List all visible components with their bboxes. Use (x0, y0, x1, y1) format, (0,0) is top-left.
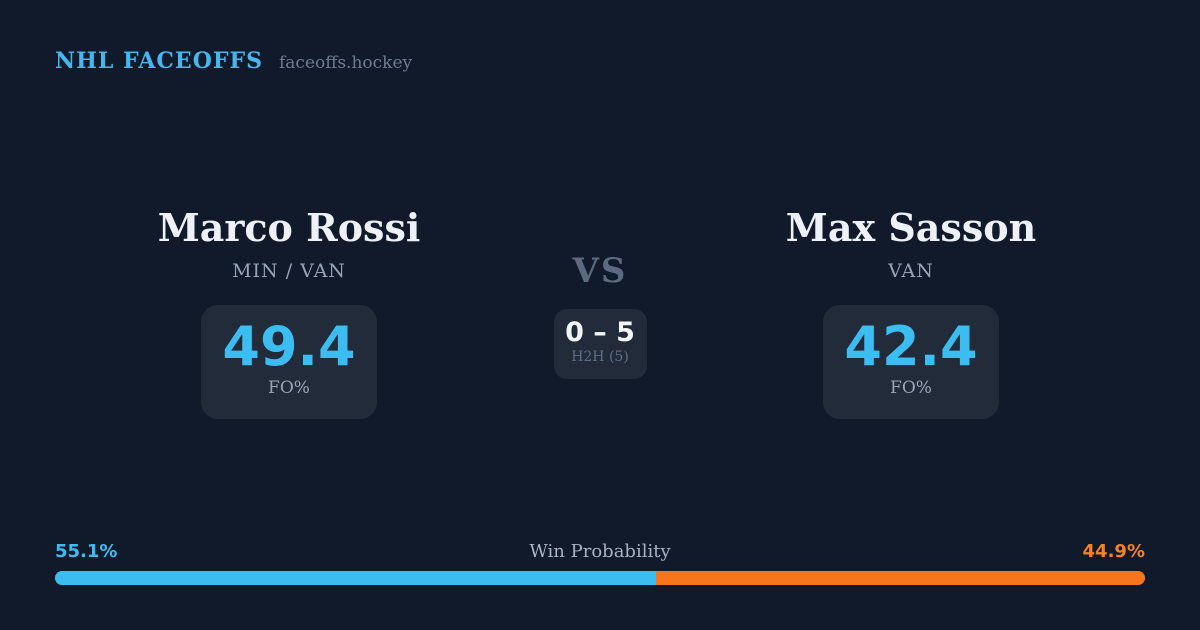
win-probability-right-pct: 44.9% (1082, 541, 1145, 562)
player-left-name: Marco Rossi (157, 205, 421, 250)
player-left-team: MIN / VAN (232, 260, 346, 282)
brand-title: NHL FACEOFFS (55, 48, 263, 74)
head-to-head-card: 0 – 5 H2H (5) (553, 309, 647, 379)
player-right-stat-card: 42.4 FO% (823, 305, 999, 419)
win-probability-title: Win Probability (529, 541, 671, 562)
head-to-head-score: 0 – 5 (565, 317, 635, 348)
header: NHL FACEOFFS faceoffs.hockey (55, 48, 412, 74)
vs-label: VS (572, 251, 628, 291)
player-left-column: Marco Rossi MIN / VAN 49.4 FO% (144, 205, 434, 419)
win-probability-section: 55.1% Win Probability 44.9% (55, 541, 1145, 585)
player-left-stat-label: FO% (268, 378, 310, 398)
player-right-stat-label: FO% (890, 378, 932, 398)
player-right-faceoff-pct: 42.4 (844, 315, 978, 378)
win-probability-labels: 55.1% Win Probability 44.9% (55, 541, 1145, 562)
win-probability-bar (55, 571, 1145, 585)
win-probability-bar-right-segment (655, 571, 1145, 585)
win-probability-left-pct: 55.1% (55, 541, 118, 562)
player-left-stat-card: 49.4 FO% (201, 305, 377, 419)
win-probability-bar-left-segment (55, 571, 656, 585)
site-url: faceoffs.hockey (279, 53, 413, 73)
player-right-team: VAN (888, 260, 934, 282)
player-left-faceoff-pct: 49.4 (222, 315, 356, 378)
player-right-name: Max Sasson (785, 205, 1037, 250)
player-right-column: Max Sasson VAN 42.4 FO% (766, 205, 1056, 419)
versus-column: VS 0 – 5 H2H (5) (540, 205, 660, 379)
head-to-head-label: H2H (5) (571, 349, 629, 365)
